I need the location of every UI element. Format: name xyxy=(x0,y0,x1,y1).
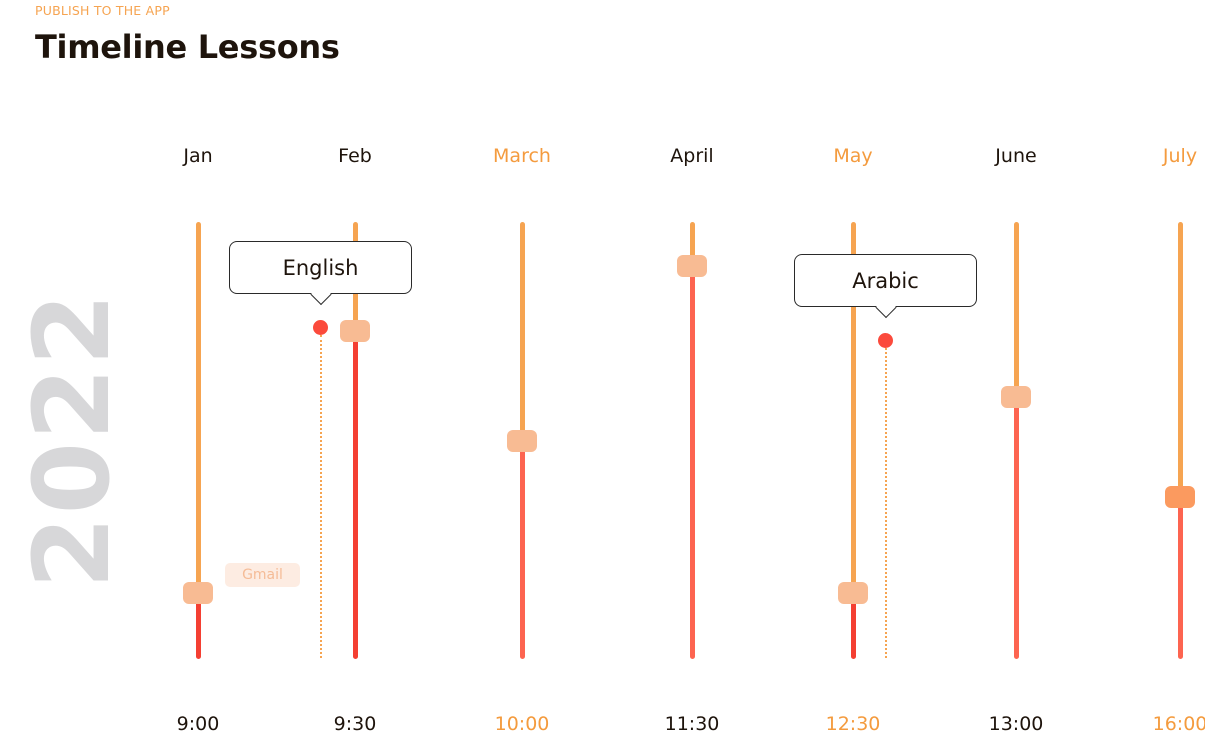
timeline-track[interactable] xyxy=(850,222,856,659)
time-label: 9:00 xyxy=(176,713,220,735)
month-label: April xyxy=(670,145,714,167)
slider-thumb[interactable] xyxy=(340,320,370,343)
timeline-track[interactable] xyxy=(352,222,358,659)
timeline-track[interactable] xyxy=(1177,222,1183,659)
slider-thumb[interactable] xyxy=(1001,385,1031,408)
arabic-marker-line xyxy=(885,348,887,658)
callout-tail xyxy=(874,296,897,319)
year-watermark: 2022 xyxy=(11,291,133,589)
english-marker-line xyxy=(320,335,322,658)
timeline-track[interactable] xyxy=(1013,222,1019,659)
time-label: 13:00 xyxy=(988,713,1044,735)
arabic-pin[interactable] xyxy=(878,333,893,348)
callout-english-label: English xyxy=(282,255,359,280)
time-label: 9:30 xyxy=(333,713,377,735)
month-label: Jan xyxy=(183,145,213,167)
callout-arabic[interactable]: Arabic xyxy=(794,254,977,319)
gmail-chip[interactable]: Gmail xyxy=(225,563,300,587)
callout-english[interactable]: English xyxy=(229,241,412,306)
time-label: 12:30 xyxy=(825,713,881,735)
english-pin[interactable] xyxy=(313,320,328,335)
slider-thumb[interactable] xyxy=(1165,486,1195,509)
timeline-track[interactable] xyxy=(195,222,201,659)
time-label: 11:30 xyxy=(664,713,720,735)
callout-arabic-label: Arabic xyxy=(852,268,919,293)
callout-tail xyxy=(309,283,332,306)
slider-thumb[interactable] xyxy=(677,254,707,277)
eyebrow-label[interactable]: PUBLISH TO THE APP xyxy=(35,3,170,18)
page-title: Timeline Lessons xyxy=(35,28,340,66)
month-label: June xyxy=(995,145,1037,167)
timeline-track[interactable] xyxy=(689,222,695,659)
slider-thumb[interactable] xyxy=(183,582,213,605)
month-label: July xyxy=(1162,145,1198,167)
month-label: March xyxy=(493,145,551,167)
slider-thumb[interactable] xyxy=(507,429,537,452)
month-label: May xyxy=(833,145,873,167)
time-label: 10:00 xyxy=(494,713,550,735)
time-label: 16:00 xyxy=(1152,713,1205,735)
slider-thumb[interactable] xyxy=(838,582,868,605)
month-label: Feb xyxy=(338,145,372,167)
